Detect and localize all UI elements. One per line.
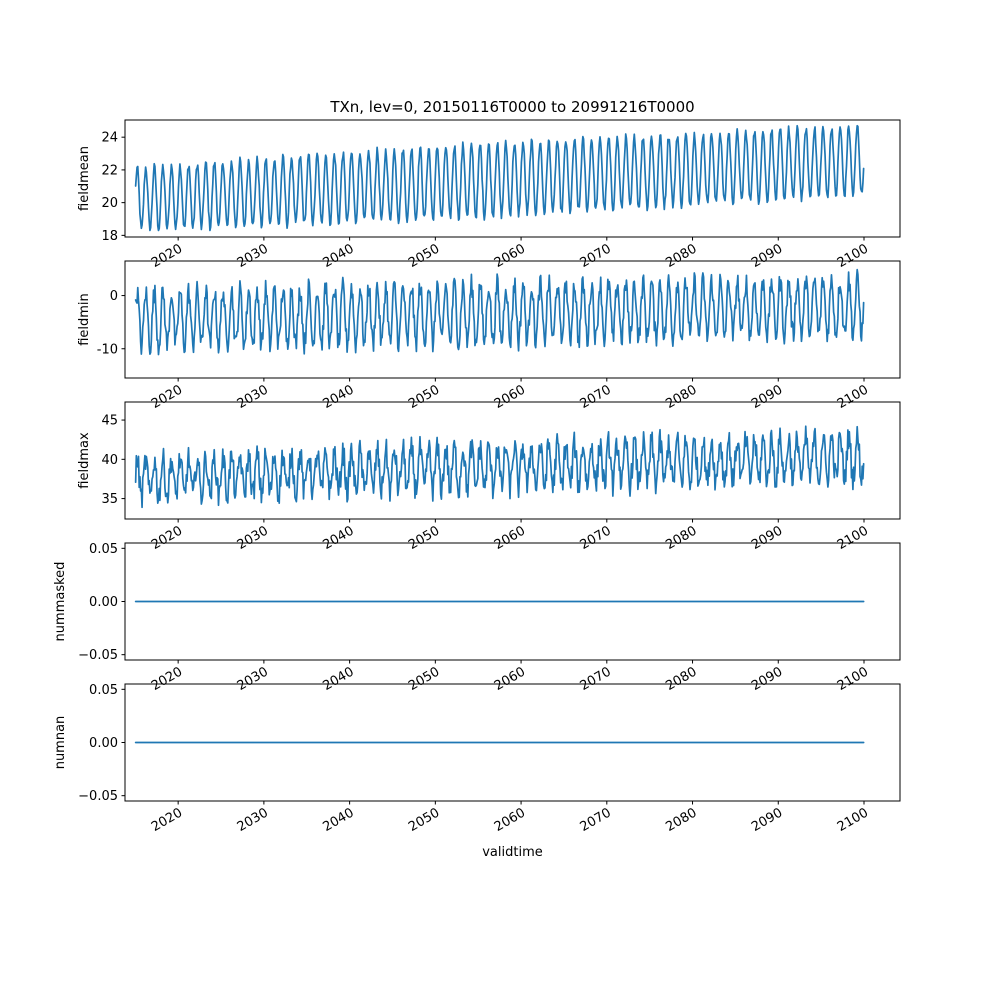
subplot-fieldmean: 18 20 22 24 2020 2030 2040 2050 2060 2070 2080 2090… bbox=[77, 119, 901, 271]
fieldmax-x-tick-label: 2030 bbox=[235, 523, 271, 553]
fieldmean-x-tick-label: 2090 bbox=[749, 241, 785, 271]
fieldmin-x-tick-label: 2020 bbox=[149, 382, 185, 412]
numnan-x-tick-label: 2040 bbox=[320, 805, 356, 835]
fieldmean-y-tick-label: 20 bbox=[101, 196, 118, 211]
fieldmean-x-tick-label: 2020 bbox=[149, 241, 185, 271]
numnan-y-tick-label: 0.05 bbox=[89, 683, 118, 698]
numnan-y-tick-label: 0.00 bbox=[89, 736, 118, 751]
fieldmax-y-tick-label: 35 bbox=[101, 492, 118, 507]
fieldmin-x-tick-label: 2040 bbox=[320, 382, 356, 412]
nummasked-x-tick-label: 2030 bbox=[235, 664, 271, 694]
fieldmax-x-tick-label: 2060 bbox=[492, 523, 528, 553]
fieldmean-y-tick-label: 24 bbox=[101, 131, 118, 146]
fieldmean-x-tick-label: 2080 bbox=[663, 241, 699, 271]
subplot-fieldmax: 35 40 45 2020 2030 2040 2050 2060 2070 2080 2090 21… bbox=[77, 401, 901, 553]
fieldmax-x-tick-label: 2100 bbox=[835, 523, 871, 553]
fieldmean-x-tick-label: 2040 bbox=[320, 241, 356, 271]
fieldmin-x-tick-label: 2030 bbox=[235, 382, 271, 412]
nummasked-y-tick-label: −0.05 bbox=[78, 648, 118, 663]
subplot-fieldmin: -10 0 2020 2030 2040 2050 2060 2070 2080 2090 2100… bbox=[77, 260, 901, 412]
numnan-x-tick-label: 2020 bbox=[149, 805, 185, 835]
fieldmax-x-tick-label: 2080 bbox=[663, 523, 699, 553]
numnan-x-tick-label: 2100 bbox=[835, 805, 871, 835]
nummasked-x-tick-label: 2090 bbox=[749, 664, 785, 694]
fieldmean-x-tick-label: 2030 bbox=[235, 241, 271, 271]
fieldmin-x-tick-label: 2080 bbox=[663, 382, 699, 412]
numnan-y-tick-label: −0.05 bbox=[78, 789, 118, 804]
fieldmin-x-tick-label: 2070 bbox=[578, 382, 614, 412]
fieldmin-y-tick-label: 0 bbox=[110, 289, 118, 304]
fieldmax-x-tick-label: 2040 bbox=[320, 523, 356, 553]
fieldmax-x-tick-label: 2090 bbox=[749, 523, 785, 553]
fieldmean-axes-frame bbox=[124, 119, 901, 238]
fieldmax-series-line bbox=[134, 425, 865, 509]
fieldmean-x-tick-label: 2060 bbox=[492, 241, 528, 271]
fieldmax-y-tick-label: 45 bbox=[101, 414, 118, 429]
fieldmax-axes-frame bbox=[124, 401, 901, 520]
fieldmean-series-line bbox=[134, 124, 865, 232]
nummasked-y-tick-label: 0.05 bbox=[89, 542, 118, 557]
numnan-x-tick-label: 2060 bbox=[492, 805, 528, 835]
fieldmean-x-tick-label: 2070 bbox=[578, 241, 614, 271]
fieldmin-y-axis-label: fieldmin bbox=[77, 293, 92, 346]
nummasked-x-tick-label: 2050 bbox=[406, 664, 442, 694]
numnan-y-axis-label: numnan bbox=[53, 716, 68, 770]
subplot-nummasked: −0.05 0.00 0.05 2020 2030 2040 2050 2060 2070 208… bbox=[53, 542, 901, 694]
fieldmin-axes-frame bbox=[124, 260, 901, 379]
nummasked-y-tick-label: 0.00 bbox=[89, 595, 118, 610]
x-axis-label: validtime bbox=[482, 845, 543, 860]
nummasked-x-tick-label: 2100 bbox=[835, 664, 871, 694]
figure-title: TXn, lev=0, 20150116T0000 to 20991216T00… bbox=[329, 98, 694, 116]
nummasked-x-tick-label: 2020 bbox=[149, 664, 185, 694]
nummasked-y-axis-label: nummasked bbox=[53, 562, 68, 642]
fieldmin-x-tick-label: 2090 bbox=[749, 382, 785, 412]
nummasked-x-tick-label: 2070 bbox=[578, 664, 614, 694]
fieldmin-x-tick-label: 2100 bbox=[835, 382, 871, 412]
numnan-x-tick-label: 2050 bbox=[406, 805, 442, 835]
numnan-x-tick-label: 2080 bbox=[663, 805, 699, 835]
fieldmax-x-tick-label: 2070 bbox=[578, 523, 614, 553]
numnan-x-tick-label: 2030 bbox=[235, 805, 271, 835]
subplot-numnan: −0.05 0.00 0.05 2020 2030 2040 2050 2060 2070 208… bbox=[53, 683, 901, 835]
fieldmax-x-tick-label: 2050 bbox=[406, 523, 442, 553]
numnan-x-tick-label: 2070 bbox=[578, 805, 614, 835]
fieldmean-x-tick-label: 2050 bbox=[406, 241, 442, 271]
fieldmean-y-tick-label: 18 bbox=[101, 229, 118, 244]
fieldmean-y-axis-label: fieldmean bbox=[77, 146, 92, 211]
fieldmin-series-line bbox=[134, 268, 865, 356]
fieldmean-x-tick-label: 2100 bbox=[835, 241, 871, 271]
fieldmax-y-tick-label: 40 bbox=[101, 453, 118, 468]
fieldmax-y-axis-label: fieldmax bbox=[77, 432, 92, 489]
nummasked-x-tick-label: 2080 bbox=[663, 664, 699, 694]
fieldmax-x-tick-label: 2020 bbox=[149, 523, 185, 553]
fieldmean-y-tick-label: 22 bbox=[101, 163, 118, 178]
fieldmin-x-tick-label: 2050 bbox=[406, 382, 442, 412]
fieldmin-y-tick-label: -10 bbox=[97, 342, 118, 357]
numnan-x-tick-label: 2090 bbox=[749, 805, 785, 835]
fieldmin-x-tick-label: 2060 bbox=[492, 382, 528, 412]
nummasked-x-tick-label: 2040 bbox=[320, 664, 356, 694]
subplot-stack: 18 20 22 24 2020 2030 2040 2050 2060 2070 2080 2090… bbox=[53, 119, 901, 835]
nummasked-x-tick-label: 2060 bbox=[492, 664, 528, 694]
